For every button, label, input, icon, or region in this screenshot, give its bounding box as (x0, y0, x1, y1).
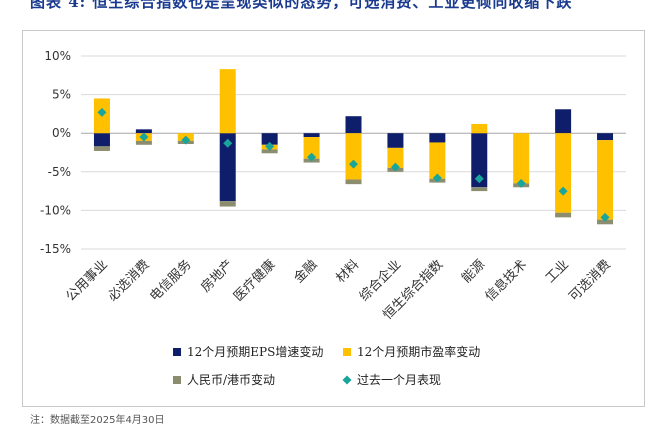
performance-marker (223, 138, 233, 148)
y-axis-ticks: -15% -10% -5% 0% 5% 10% (40, 49, 71, 256)
x-category-label: 信息技术 (482, 257, 530, 305)
legend-swatch (343, 348, 351, 356)
performance-marker (181, 135, 191, 145)
performance-marker (265, 141, 275, 151)
fx-bar (219, 201, 236, 207)
pe-bar (597, 140, 614, 220)
legend-swatch (173, 348, 181, 356)
fx-bar (261, 149, 278, 154)
pe-bar (303, 137, 320, 159)
legend-label: 过去一个月表现 (357, 373, 441, 387)
fx-bar (345, 179, 362, 185)
eps-bar (345, 116, 362, 134)
y-tick-label: 10% (44, 49, 71, 63)
x-category-label: 能源 (459, 257, 488, 286)
x-category-label: 电信服务 (147, 257, 195, 305)
legend-label: 人民币/港币变动 (187, 372, 275, 387)
y-tick-label: 0% (52, 126, 71, 140)
x-category-label: 可选消费 (566, 257, 613, 304)
x-axis-categories: 公用事业必选消费电信服务 房地产医疗健康 金融 材料综合企业恒生综合指数 能源信息技术工… (63, 257, 613, 323)
y-tick-label: -5% (48, 165, 71, 179)
performance-marker (474, 174, 484, 184)
marker-layer (97, 107, 610, 222)
pe-bar (219, 69, 236, 134)
y-tick-label: -10% (40, 203, 71, 217)
eps-bar (387, 133, 404, 148)
x-category-label: 必选消费 (105, 257, 152, 304)
fx-bar (597, 219, 614, 225)
performance-marker (97, 107, 107, 117)
eps-bar (219, 133, 236, 202)
eps-bar (261, 133, 278, 145)
pe-bar (555, 133, 572, 213)
eps-bar (597, 133, 614, 141)
x-category-label: 房地产 (198, 257, 237, 296)
bar-layer (93, 69, 614, 225)
fx-bar (93, 146, 110, 151)
legend-swatch (342, 375, 352, 385)
performance-marker (600, 212, 610, 222)
figure-title: 图表 4: 恒生综合指数也是呈现类似的态势，可选消费、工业更倾向收缩下跌 (30, 0, 573, 11)
eps-bar (93, 133, 110, 147)
fx-bar (471, 187, 488, 192)
performance-marker (139, 132, 149, 142)
pe-bar (387, 147, 404, 168)
performance-marker (390, 162, 400, 172)
performance-marker (349, 159, 358, 169)
x-category-label: 公用事业 (63, 257, 110, 304)
legend-label: 12个月预期EPS增速变动 (187, 344, 323, 359)
performance-marker (432, 173, 442, 183)
x-category-label: 医疗健康 (230, 257, 278, 305)
y-tick-label: -15% (40, 242, 71, 256)
pe-bar (513, 133, 530, 184)
eps-bar (429, 133, 446, 143)
performance-marker (516, 178, 526, 188)
eps-bar (303, 133, 320, 138)
eps-bar (471, 133, 488, 188)
x-category-label: 金融 (291, 257, 321, 287)
chart-frame: -15% -10% -5% 0% 5% 10% 公用事业 必选消费 电信服务 房地产 医疗健康 金融… (22, 30, 645, 407)
legend-swatch (173, 376, 181, 384)
x-category-label: 材料 (333, 257, 362, 286)
y-tick-label: 5% (52, 88, 71, 102)
x-category-label: 工业 (543, 257, 572, 286)
fx-bar (555, 212, 572, 218)
pe-bar (345, 133, 362, 180)
legend-label: 12个月预期市盈率变动 (357, 344, 480, 359)
performance-marker (307, 152, 317, 162)
performance-marker (558, 186, 568, 196)
pe-bar (429, 142, 446, 179)
pe-bar (471, 123, 488, 134)
fx-bar (135, 140, 152, 145)
eps-bar (135, 129, 152, 134)
eps-bar (555, 109, 572, 134)
